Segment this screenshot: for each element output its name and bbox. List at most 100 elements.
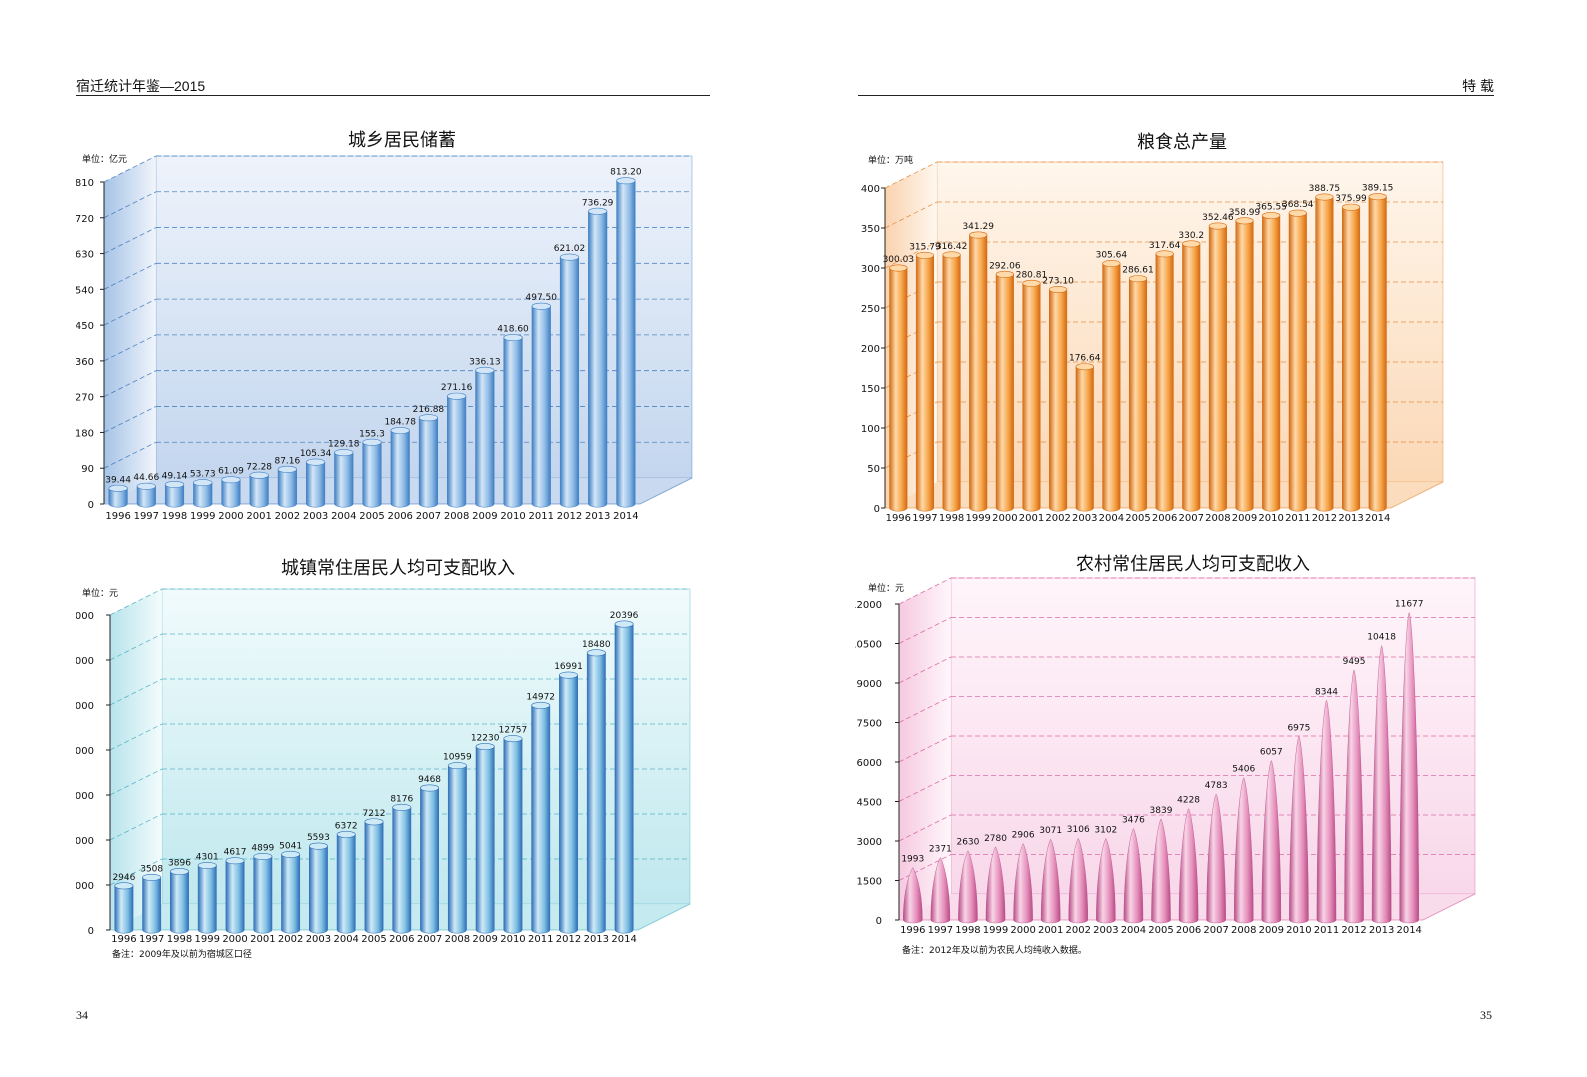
bar-cap xyxy=(1208,222,1227,230)
x-tick-label: 2000 xyxy=(218,511,243,522)
data-label: 105.34 xyxy=(300,449,332,459)
x-tick-label: 1996 xyxy=(900,925,925,936)
data-label: 11677 xyxy=(1395,600,1424,610)
grid-line-side xyxy=(884,201,938,229)
y-tick-label: 200 xyxy=(861,344,880,355)
data-label: 5406 xyxy=(1232,765,1255,775)
y-tick-label: 350 xyxy=(861,224,880,235)
x-tick-label: 2001 xyxy=(250,934,275,945)
x-tick-label: 2008 xyxy=(444,511,469,522)
data-label: 315.79 xyxy=(909,242,941,252)
bar-body xyxy=(392,807,412,934)
x-tick-label: 2000 xyxy=(222,934,247,945)
bar-2004 xyxy=(1123,828,1144,924)
x-tick-label: 2006 xyxy=(387,511,412,522)
bar-cap xyxy=(1315,193,1334,201)
bar-2008 xyxy=(447,762,467,934)
bar-body xyxy=(1128,278,1148,512)
bar-body xyxy=(1342,206,1361,512)
bar-cap xyxy=(136,482,156,490)
y-tick-label: 12000 xyxy=(855,600,882,611)
unit-label: 单位：元 xyxy=(868,582,904,594)
y-tick-label: 9000 xyxy=(857,679,882,690)
bar-2014 xyxy=(616,177,636,508)
x-tick-label: 1998 xyxy=(162,511,187,522)
x-tick-label: 2004 xyxy=(331,511,356,522)
y-tick-label: 21000 xyxy=(76,611,94,622)
data-label: 2906 xyxy=(1012,830,1035,840)
x-tick-label: 2011 xyxy=(529,511,554,522)
y-tick-label: 3000 xyxy=(76,881,94,892)
y-tick-label: 18000 xyxy=(76,656,94,667)
bar-cap xyxy=(364,818,384,826)
y-tick-label: 150 xyxy=(861,384,880,395)
bar-cap xyxy=(1182,240,1201,248)
grid-line-side xyxy=(109,768,163,796)
bar-1999 xyxy=(969,231,988,512)
x-tick-label: 2009 xyxy=(1232,513,1257,524)
data-label: 271.16 xyxy=(441,383,473,393)
bar-body xyxy=(588,211,608,508)
grid-line-side xyxy=(109,723,163,751)
x-tick-label: 2002 xyxy=(1066,925,1091,936)
bar-2008 xyxy=(1233,777,1254,924)
bar-1996 xyxy=(114,882,134,934)
bar-cap xyxy=(1155,250,1174,258)
x-tick-label: 2007 xyxy=(1179,513,1204,524)
data-label: 3476 xyxy=(1122,815,1145,825)
bar-1998 xyxy=(942,251,961,512)
bar-cap xyxy=(942,251,961,259)
bar-cap xyxy=(586,649,606,657)
data-label: 621.02 xyxy=(554,244,586,254)
bar-cap xyxy=(142,873,162,881)
x-tick-label: 2002 xyxy=(278,934,303,945)
bar-2009 xyxy=(475,743,495,934)
bar-body xyxy=(1368,196,1387,512)
bar-cap xyxy=(614,620,634,628)
bar-body xyxy=(164,484,185,508)
bar-1999 xyxy=(985,846,1006,924)
bar-2001 xyxy=(253,853,273,934)
bar-2008 xyxy=(1208,222,1227,512)
x-tick-label: 2000 xyxy=(1010,925,1035,936)
data-label: 176.64 xyxy=(1069,354,1101,364)
x-tick-label: 2010 xyxy=(1258,513,1283,524)
x-tick-label: 2005 xyxy=(1125,513,1150,524)
bar-cap xyxy=(1341,203,1361,211)
grid-line-side xyxy=(109,678,163,706)
data-label: 316.42 xyxy=(936,242,968,252)
data-label: 273.10 xyxy=(1042,277,1074,287)
bar-cap xyxy=(390,427,410,435)
x-tick-label: 2010 xyxy=(500,511,525,522)
x-tick-label: 2009 xyxy=(1259,925,1284,936)
bar-cap xyxy=(277,465,297,473)
bar-body xyxy=(336,834,356,934)
bar-1997 xyxy=(930,857,951,924)
bar-cap xyxy=(559,671,578,679)
bar-body xyxy=(942,254,961,512)
bar-2007 xyxy=(1206,793,1226,924)
bar-body xyxy=(418,417,438,508)
bar-body xyxy=(1288,212,1307,512)
running-header-left: 宿迁统计年鉴—2015 xyxy=(76,78,206,94)
data-label: 5593 xyxy=(307,833,330,843)
bar-cap xyxy=(197,861,217,869)
grid-line-side xyxy=(103,155,157,183)
bar-body xyxy=(170,871,189,934)
x-tick-label: 2013 xyxy=(1369,925,1394,936)
x-tick-label: 2001 xyxy=(246,511,271,522)
bar-body xyxy=(995,274,1014,512)
x-tick-label: 2006 xyxy=(1176,925,1201,936)
bar-2010 xyxy=(503,735,523,934)
data-label: 4899 xyxy=(251,844,274,854)
data-label: 216.88 xyxy=(413,405,445,415)
bar-cap xyxy=(392,803,412,811)
data-label: 6975 xyxy=(1287,723,1310,733)
unit-label: 单位：元 xyxy=(82,587,118,599)
rural-income-chart: 0 1500 3000 4500 6000 7500 9000 10500 12000 农村常住居… xyxy=(855,554,1476,956)
bar-2000 xyxy=(1013,843,1033,924)
y-tick-label: 0 xyxy=(88,926,94,937)
y-tick-label: 360 xyxy=(76,357,94,368)
x-tick-label: 2002 xyxy=(1045,513,1070,524)
data-label: 10959 xyxy=(443,753,472,763)
